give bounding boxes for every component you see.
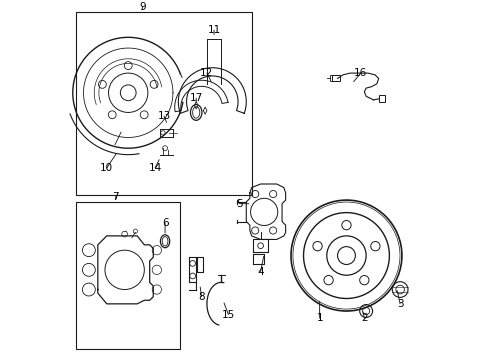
- Text: 1: 1: [316, 313, 322, 323]
- Text: 17: 17: [189, 93, 203, 103]
- Text: 16: 16: [353, 68, 366, 78]
- Text: 12: 12: [200, 68, 213, 78]
- Bar: [76, 202, 180, 348]
- Text: 2: 2: [360, 313, 367, 323]
- Text: 9: 9: [139, 2, 145, 12]
- Text: 11: 11: [207, 25, 220, 35]
- Text: 10: 10: [100, 163, 113, 173]
- Bar: [331, 75, 339, 81]
- Bar: [378, 95, 385, 103]
- Text: 6: 6: [162, 219, 168, 228]
- Text: 5: 5: [235, 199, 242, 209]
- Bar: [76, 12, 251, 195]
- Text: 13: 13: [157, 111, 170, 121]
- Text: 15: 15: [222, 310, 235, 320]
- Text: 4: 4: [257, 267, 264, 276]
- Text: 7: 7: [112, 192, 119, 202]
- Text: 14: 14: [148, 163, 162, 173]
- Text: 3: 3: [396, 299, 403, 309]
- Text: 8: 8: [198, 292, 204, 302]
